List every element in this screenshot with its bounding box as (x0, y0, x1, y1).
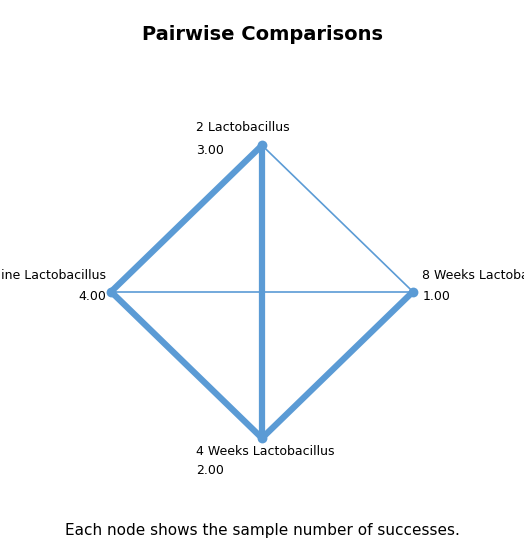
Text: 3.00: 3.00 (196, 144, 224, 157)
Text: 4 Weeks Lactobacillus: 4 Weeks Lactobacillus (196, 445, 334, 458)
Point (107, 287, 115, 296)
Point (258, 434, 266, 442)
Text: 1.00: 1.00 (422, 290, 450, 303)
Point (409, 287, 417, 296)
Text: Baseline Lactobacillus: Baseline Lactobacillus (0, 268, 106, 282)
Text: 2.00: 2.00 (196, 464, 224, 477)
Text: 2 Lactobacillus: 2 Lactobacillus (196, 121, 290, 134)
Text: Pairwise Comparisons: Pairwise Comparisons (141, 25, 383, 44)
Text: Each node shows the sample number of successes.: Each node shows the sample number of suc… (64, 523, 460, 538)
Text: 8 Weeks Lactobacillus: 8 Weeks Lactobacillus (422, 268, 524, 282)
Point (258, 141, 266, 150)
Text: 4.00: 4.00 (79, 290, 106, 303)
